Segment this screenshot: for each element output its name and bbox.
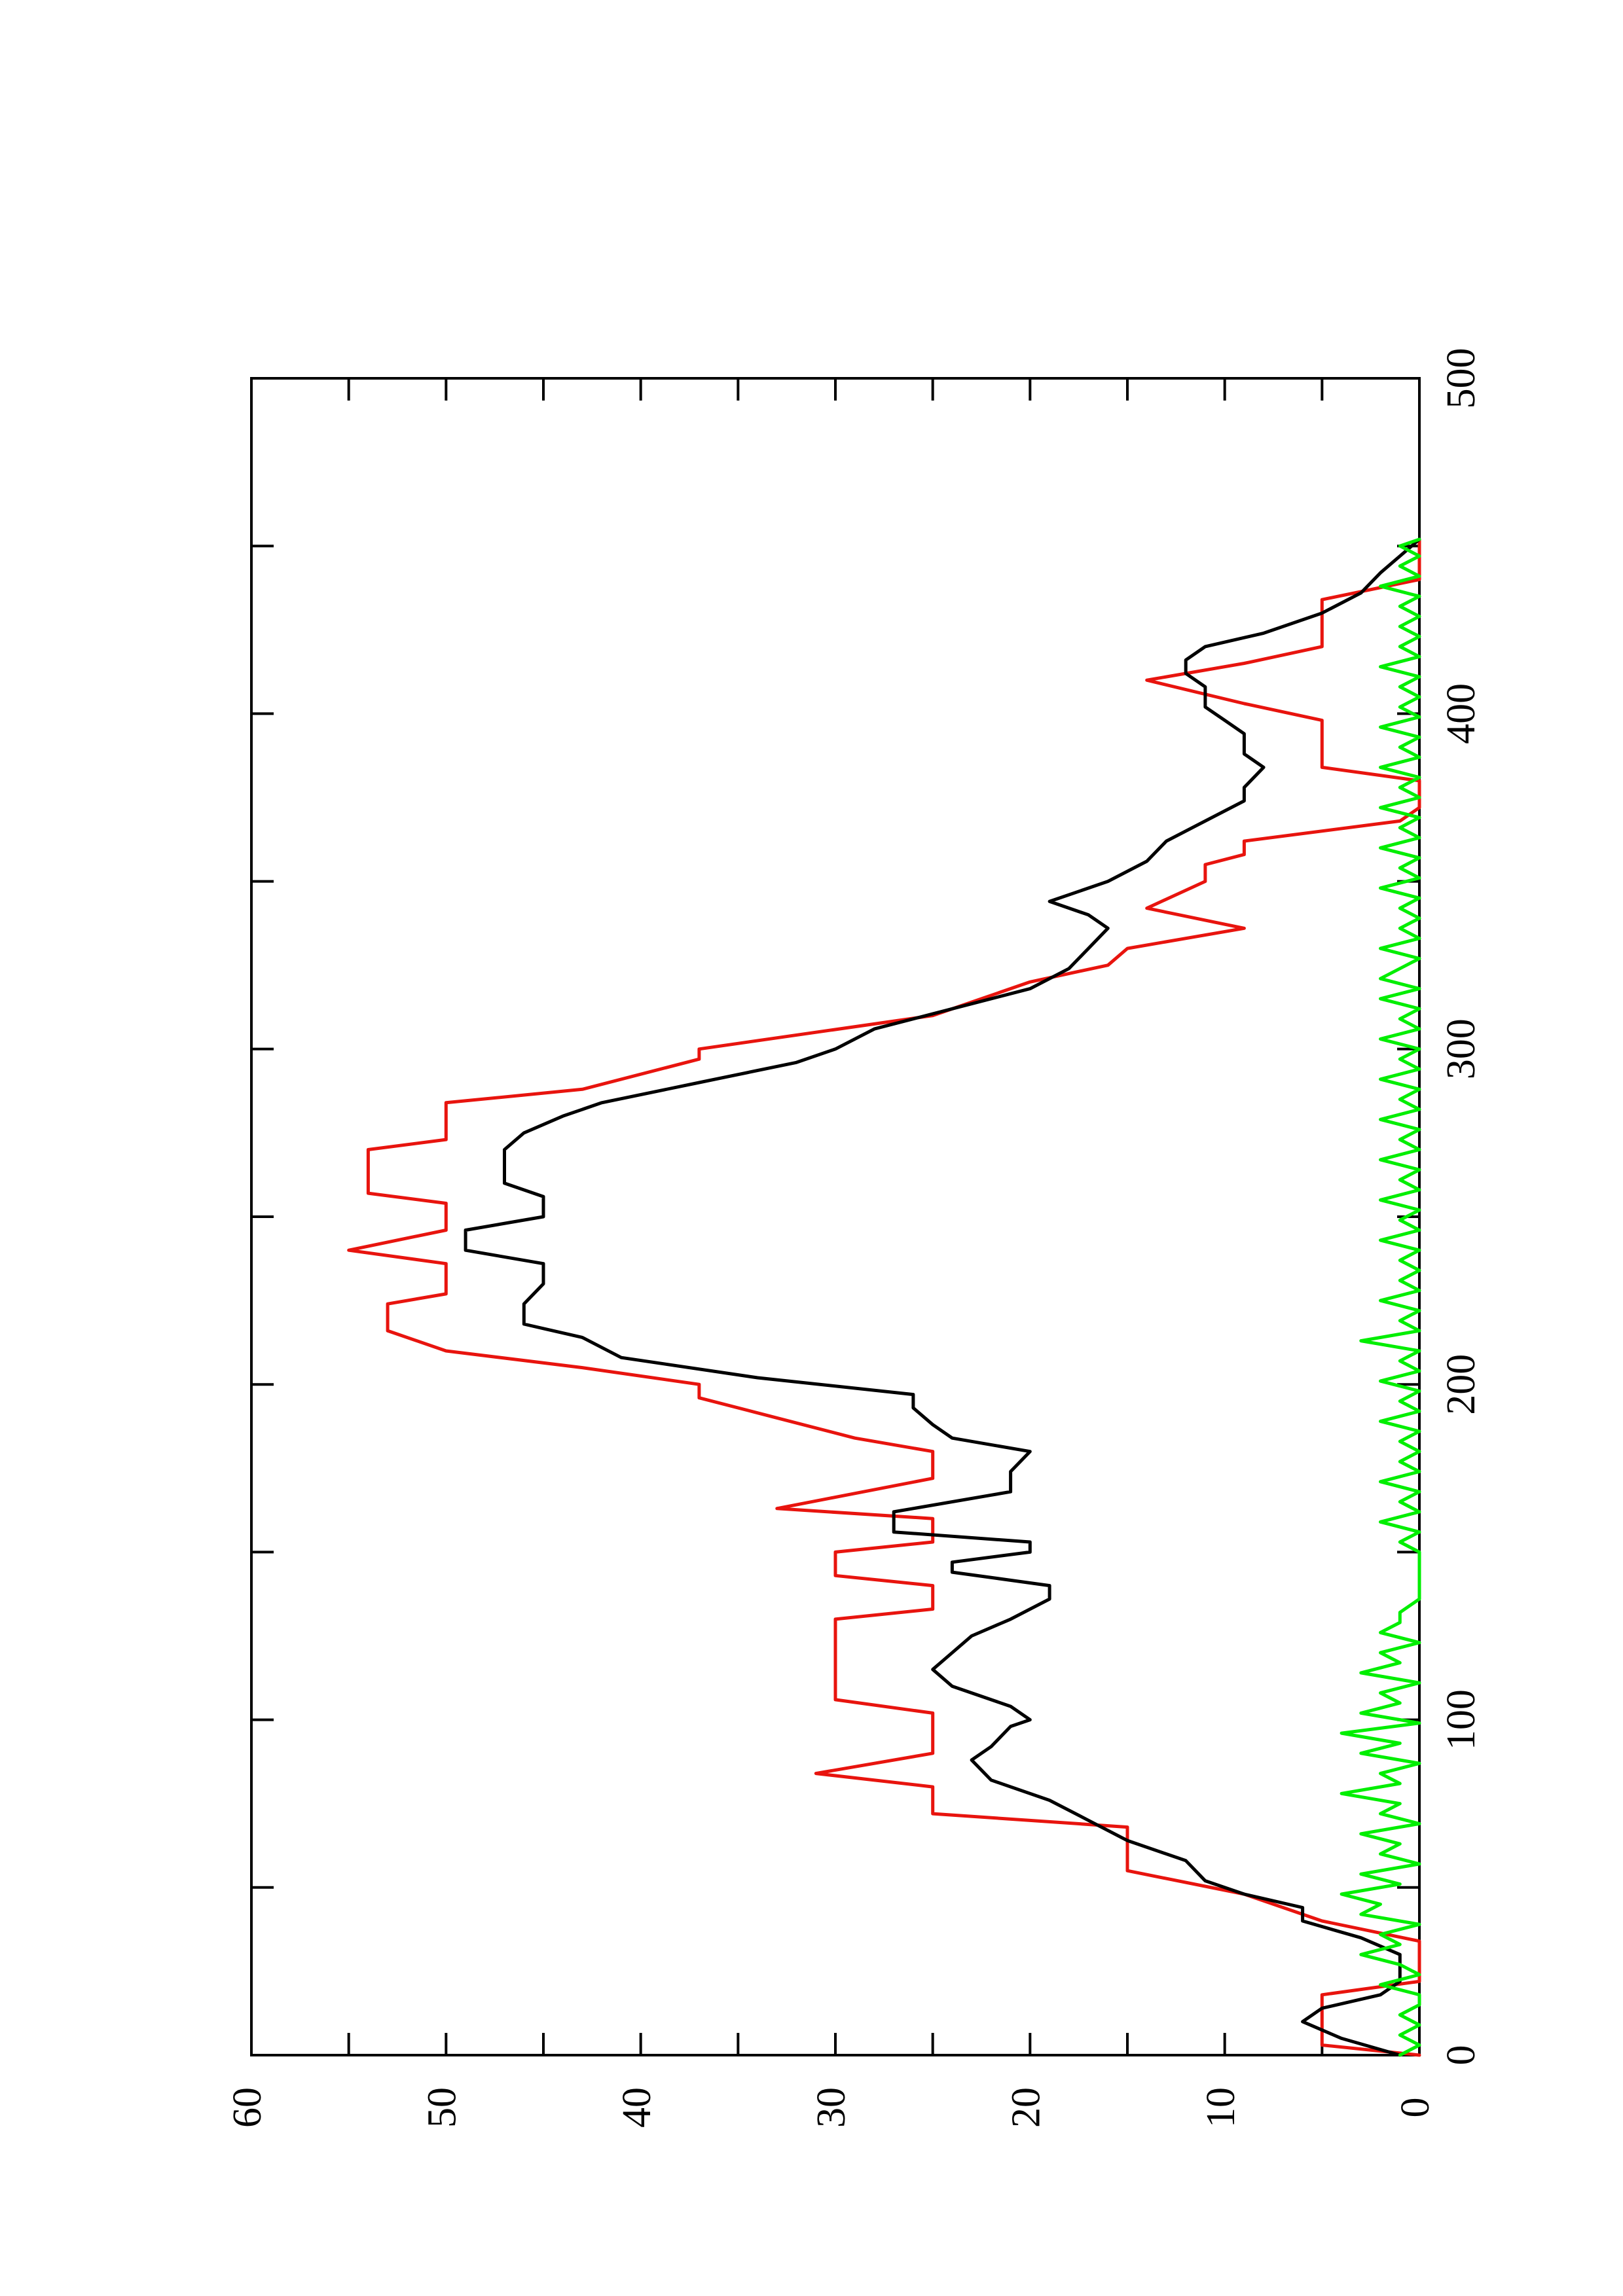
x-tick-label: 400 <box>1439 683 1484 744</box>
y-tick-label: 10 <box>1199 2087 1243 2128</box>
series-red-line <box>347 537 1421 2057</box>
x-tick-label: 0 <box>1439 2045 1484 2066</box>
y-tick-label: 20 <box>1004 2087 1049 2128</box>
x-tick-label: 500 <box>1439 348 1484 409</box>
x-tick-label: 200 <box>1439 1354 1484 1415</box>
y-tick-label: 30 <box>809 2087 854 2128</box>
x-tick-label: 100 <box>1439 1689 1484 1750</box>
series-black-line <box>464 537 1421 2057</box>
x-tick-label: 300 <box>1439 1018 1484 1079</box>
y-tick-label: 40 <box>615 2087 659 2128</box>
plot-frame <box>250 377 1421 2056</box>
y-tick-label: 0 <box>1393 2098 1438 2118</box>
series-green-line <box>1340 537 1421 2057</box>
plot-area: 0 100 200 300 400 500 0 10 20 30 40 50 60 <box>225 348 1484 2128</box>
y-tick-label: 60 <box>225 2087 270 2128</box>
y-tick-label: 50 <box>420 2087 465 2128</box>
